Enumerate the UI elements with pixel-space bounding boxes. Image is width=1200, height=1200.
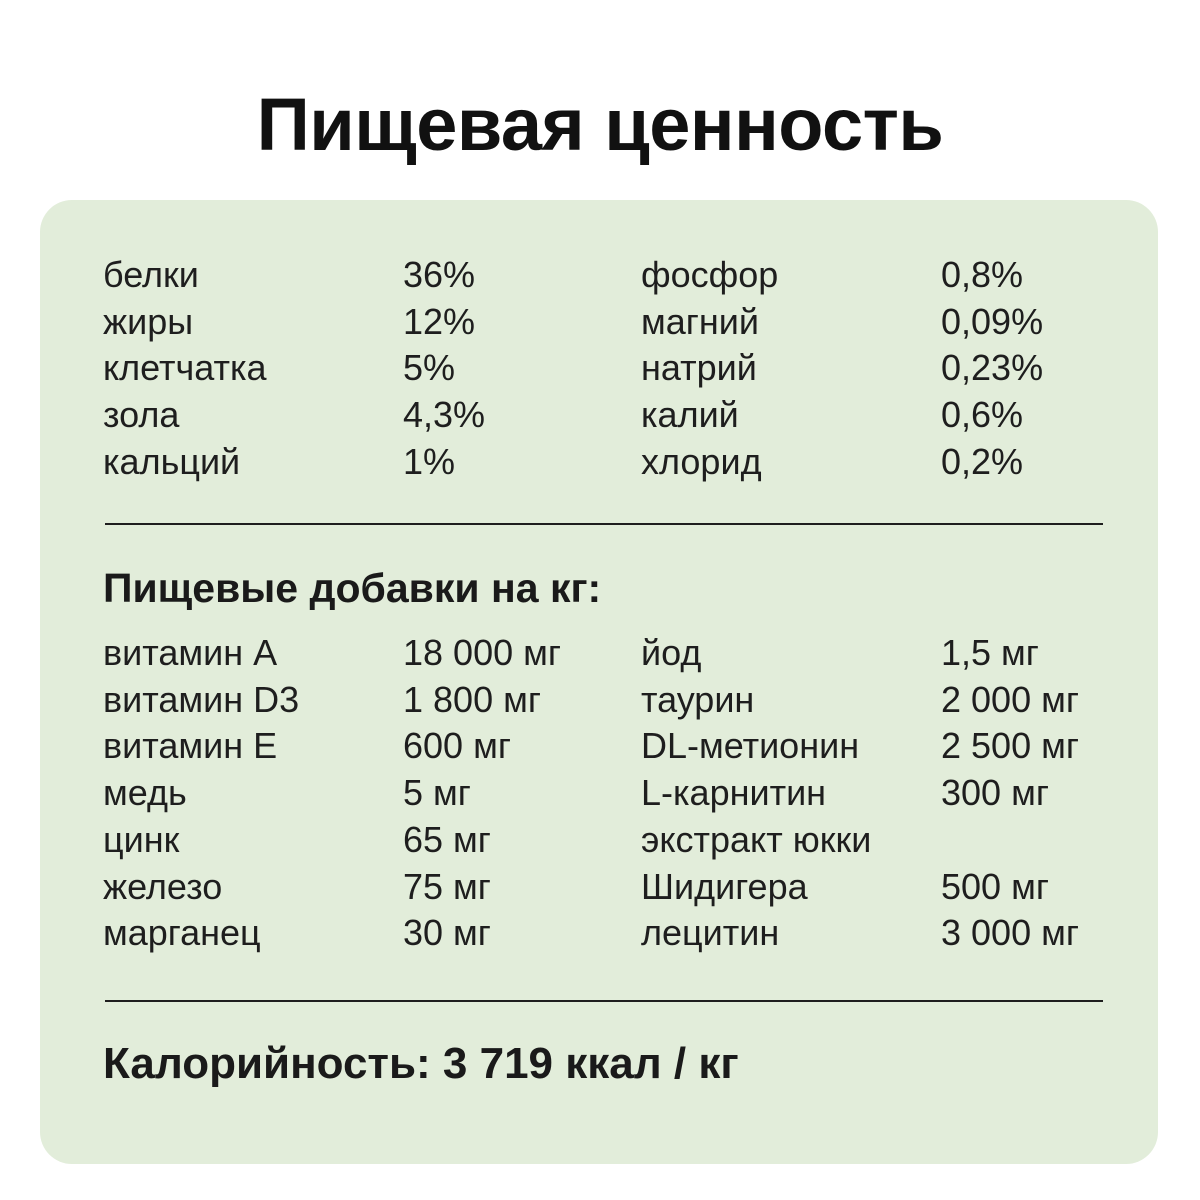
additives-left-name-1: витамин D3 (103, 678, 300, 720)
additives-right-name-6: лецитин (641, 912, 780, 954)
additives-right-value-6: 3 000 мг (941, 912, 1079, 954)
additives-left-value-6: 30 мг (403, 912, 491, 954)
composition-right-name-4: хлорид (641, 440, 762, 482)
composition-right-value-4: 0,2% (941, 440, 1024, 482)
additives-right-value-3: 300 мг (941, 772, 1049, 814)
composition-left-value-0: 36% (403, 254, 476, 295)
additives-right-name-3: L-карнитин (641, 772, 827, 814)
additives-left-value-4: 65 мг (403, 818, 491, 860)
composition-left-value-4: 1% (403, 440, 456, 482)
composition-left-value-2: 5% (403, 347, 456, 389)
additives-left-name-2: витамин Е (103, 725, 278, 767)
composition-right-name-1: магний (641, 300, 760, 342)
composition-left-value-3: 4,3% (403, 394, 486, 436)
additives-left-value-3: 5 мг (403, 772, 471, 814)
additives-left-name-5: железо (103, 865, 223, 907)
composition-left-value-1: 12% (403, 300, 476, 342)
divider-top (105, 523, 1103, 525)
additives-left-name-4: цинк (103, 818, 180, 860)
calories-text: Калорийность: 3 719 ккал / кг (103, 1039, 739, 1088)
additives-right-name-4: экстракт юкки (641, 818, 872, 860)
composition-left-name-3: зола (103, 394, 180, 436)
additives-left-value-1: 1 800 мг (403, 678, 541, 720)
additives-left-value-2: 600 мг (403, 725, 511, 767)
additives-heading: Пищевые добавки на кг: (103, 565, 602, 611)
additives-right-name-2: DL-метионин (641, 725, 860, 767)
nutrition-card (40, 200, 1158, 1164)
additives-right-value-5: 500 мг (941, 865, 1049, 907)
composition-left-name-2: клетчатка (103, 347, 267, 389)
composition-right-value-2: 0,23% (941, 347, 1044, 389)
composition-right-value-3: 0,6% (941, 394, 1024, 436)
composition-right-value-0: 0,8% (941, 254, 1024, 295)
composition-right-value-1: 0,09% (941, 300, 1044, 342)
additives-right-value-0: 1,5 мг (941, 632, 1039, 673)
composition-left-name-0: белки (103, 254, 199, 295)
additives-left-value-0: 18 000 мг (403, 632, 561, 673)
additives-right-name-5: Шидигера (641, 865, 808, 907)
additives-left-name-3: медь (103, 772, 187, 814)
composition-right-name-2: натрий (641, 347, 757, 389)
additives-right-name-1: таурин (641, 678, 755, 720)
page-title: Пищевая ценность (256, 83, 944, 166)
composition-right-name-3: калий (641, 394, 739, 436)
additives-right-value-1: 2 000 мг (941, 678, 1079, 720)
additives-right-value-2: 2 500 мг (941, 725, 1079, 767)
additives-left-value-5: 75 мг (403, 865, 491, 907)
composition-left-name-1: жиры (103, 300, 194, 342)
additives-right-name-0: йод (641, 632, 702, 673)
divider-bottom (105, 1000, 1103, 1002)
additives-left-name-0: витамин А (103, 632, 278, 673)
composition-right-name-0: фосфор (641, 254, 779, 295)
composition-left-name-4: кальций (103, 440, 241, 482)
additives-left-name-6: марганец (103, 912, 261, 954)
